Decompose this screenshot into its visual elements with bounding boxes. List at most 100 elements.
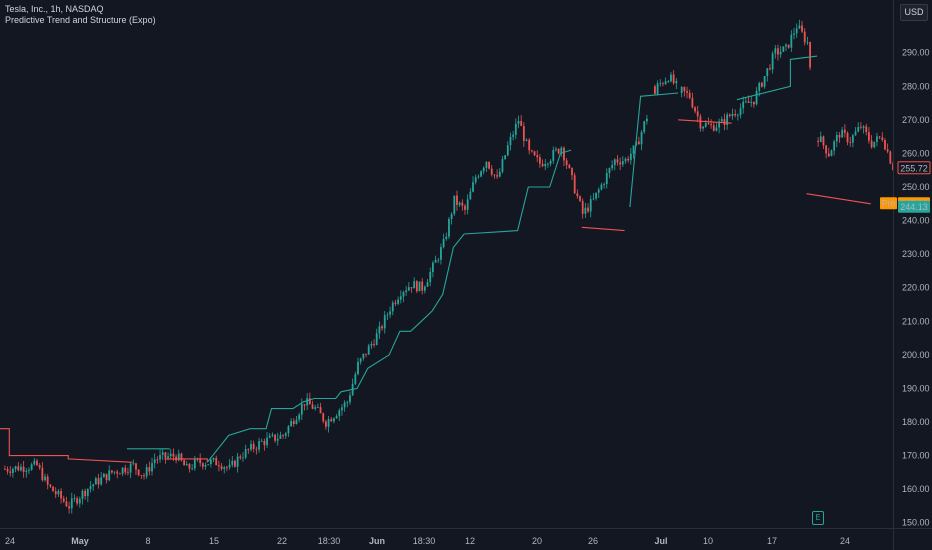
- candle: [402, 290, 405, 303]
- y-tick-label: 280.00: [902, 81, 930, 91]
- candle: [137, 469, 140, 477]
- y-tick-label: 220.00: [902, 283, 930, 293]
- candle: [124, 464, 127, 475]
- candle: [533, 150, 536, 156]
- candle: [116, 469, 119, 479]
- candle: [308, 392, 311, 405]
- candle: [102, 472, 105, 478]
- candle: [218, 460, 220, 472]
- candle: [742, 96, 745, 114]
- candle: [632, 145, 635, 159]
- candle: [234, 459, 236, 468]
- candle: [530, 149, 533, 153]
- candle: [611, 160, 614, 171]
- candle: [81, 489, 84, 505]
- candle: [637, 136, 640, 145]
- candle: [295, 416, 298, 425]
- candle: [41, 462, 44, 482]
- candle: [204, 462, 207, 470]
- candle: [563, 146, 565, 167]
- candle: [375, 328, 378, 346]
- candle: [54, 487, 57, 499]
- candle: [662, 81, 664, 87]
- candle: [616, 155, 619, 166]
- candle: [180, 452, 183, 462]
- x-tick-label: Jun: [369, 536, 385, 546]
- candle: [854, 127, 857, 136]
- candle: [207, 463, 210, 466]
- candle: [44, 473, 46, 482]
- earnings-e-icon[interactable]: E: [812, 511, 824, 525]
- candle: [718, 118, 721, 134]
- candle: [715, 123, 718, 132]
- candle: [266, 432, 268, 448]
- candle: [512, 130, 515, 141]
- candle: [407, 282, 410, 292]
- currency-button[interactable]: USD: [900, 4, 928, 21]
- candle: [73, 494, 76, 502]
- x-tick-label: 8: [145, 536, 150, 546]
- candle: [667, 80, 670, 83]
- candle: [830, 149, 833, 157]
- candle: [333, 417, 335, 424]
- candle: [838, 132, 841, 143]
- price-tag-prefix: Pre: [881, 199, 895, 209]
- candle: [426, 279, 429, 287]
- candle: [723, 113, 726, 131]
- candle: [440, 243, 442, 265]
- candle: [279, 431, 282, 440]
- candle: [656, 80, 659, 96]
- candle: [148, 461, 151, 476]
- candle: [571, 167, 573, 181]
- indicator-title: Predictive Trend and Structure (Expo): [5, 15, 156, 25]
- candle: [547, 162, 549, 168]
- candle: [600, 182, 603, 191]
- candle: [105, 473, 108, 484]
- candle: [841, 126, 844, 138]
- candle: [787, 44, 790, 49]
- candle: [822, 135, 825, 150]
- candle: [702, 125, 704, 132]
- candle: [835, 131, 838, 148]
- candle: [640, 130, 643, 151]
- candle: [108, 465, 111, 482]
- candle: [608, 167, 611, 179]
- candle: [188, 462, 191, 473]
- candle: [753, 101, 755, 108]
- candle: [736, 113, 739, 121]
- candle: [76, 496, 79, 506]
- candle: [456, 190, 458, 211]
- candle: [782, 46, 785, 52]
- candle: [809, 41, 811, 71]
- candle: [461, 199, 464, 211]
- candle: [613, 158, 616, 171]
- x-tick-label: May: [71, 536, 89, 546]
- candle: [868, 127, 870, 144]
- candle: [367, 343, 370, 355]
- candle: [153, 453, 156, 469]
- candle: [464, 203, 466, 215]
- bullish-trend-line: [629, 92, 679, 208]
- candle: [244, 444, 247, 460]
- candle: [482, 166, 485, 175]
- x-tick-label: 15: [209, 536, 219, 546]
- candle: [576, 189, 579, 199]
- candle: [726, 112, 729, 130]
- candle: [798, 19, 801, 29]
- candle: [453, 195, 456, 216]
- candle: [373, 339, 375, 348]
- candle: [862, 125, 865, 134]
- candle: [755, 87, 758, 106]
- candle: [263, 438, 266, 451]
- candle: [520, 115, 523, 127]
- bearish-trend-line: [678, 119, 732, 124]
- candle: [271, 432, 274, 438]
- candle: [819, 131, 822, 143]
- x-tick-label: 20: [532, 536, 542, 546]
- candle: [654, 84, 656, 95]
- candle: [386, 312, 389, 321]
- candle: [774, 45, 777, 59]
- candle: [549, 158, 552, 167]
